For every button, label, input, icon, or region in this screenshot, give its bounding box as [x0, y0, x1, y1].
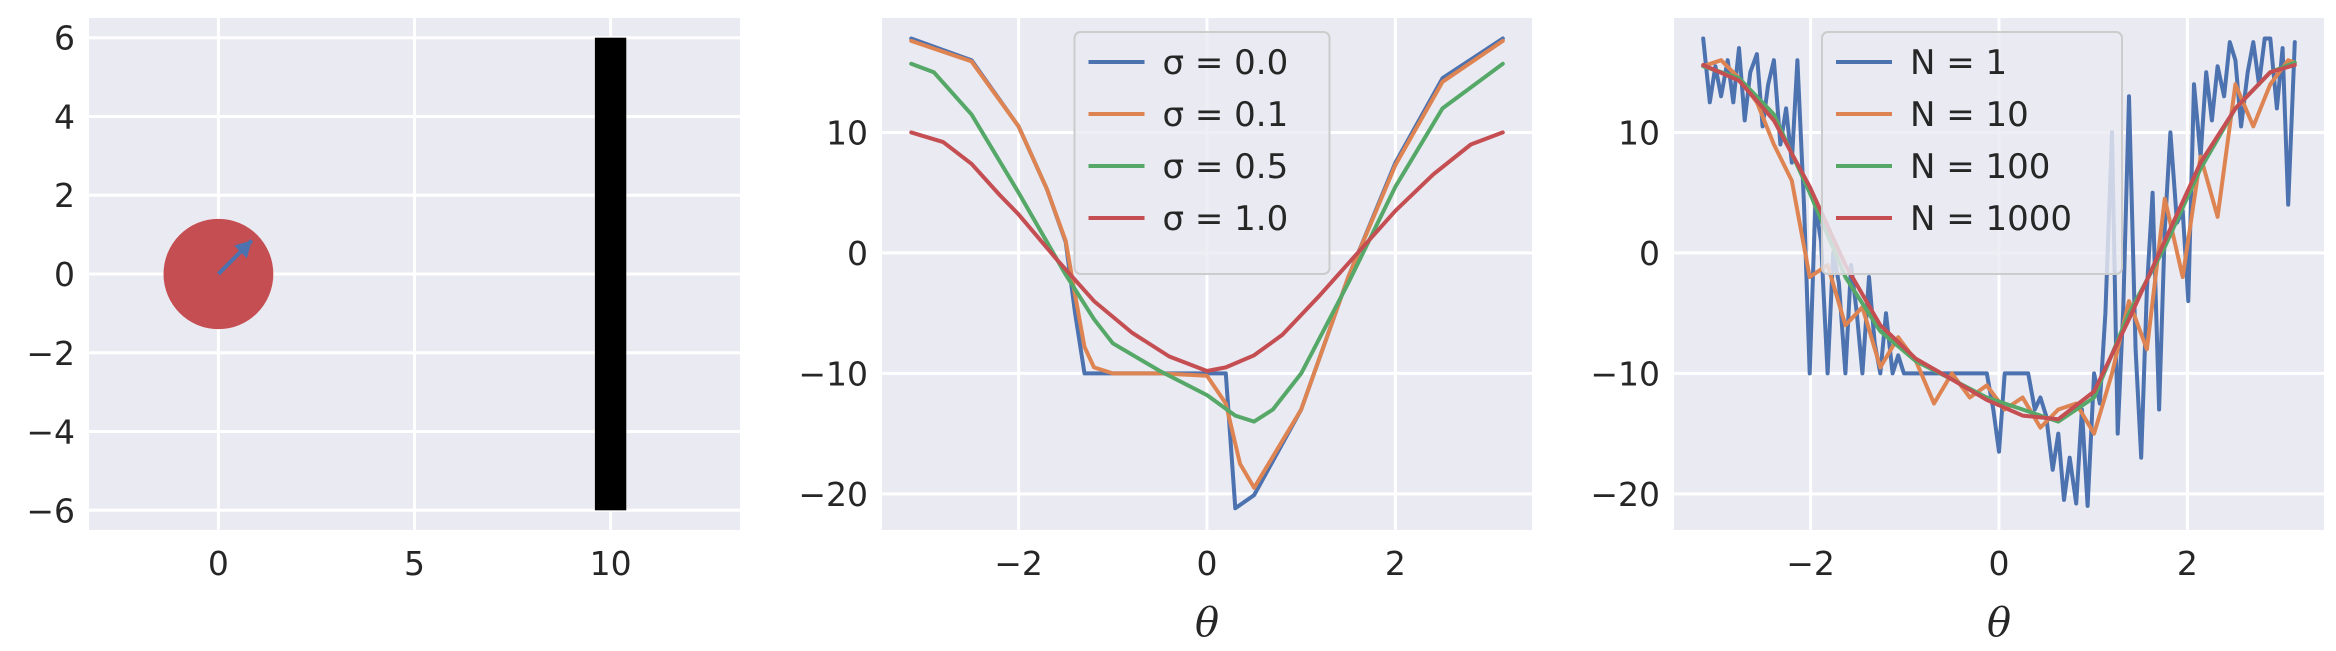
y-tick-label: 0	[54, 255, 75, 294]
series-line-1	[909, 38, 1505, 490]
x-tick-label: 0	[208, 544, 229, 583]
y-tick-label: 10	[826, 113, 868, 152]
y-tick-label: 10	[1618, 113, 1660, 152]
y-tick-label: 0	[1639, 234, 1660, 273]
y-tick-label: 0	[847, 234, 868, 273]
legend-box	[1821, 31, 2123, 275]
legend-label: σ = 0.1	[1163, 95, 1289, 135]
plot-area	[909, 36, 1505, 511]
wall-obstacle	[594, 37, 627, 511]
series-line-3	[1701, 63, 2297, 422]
x-tick-label: −2	[994, 544, 1043, 583]
series-line-0	[1701, 36, 2297, 508]
legend-label: N = 1	[1910, 43, 2007, 83]
y-tick-label: −10	[1590, 354, 1660, 393]
plot-area	[163, 37, 627, 511]
x-tick-label: 2	[1385, 544, 1406, 583]
y-tick-label: 6	[54, 19, 75, 58]
legend-label: σ = 1.0	[1163, 199, 1289, 239]
y-tick-label: −20	[798, 475, 868, 514]
legend-label: N = 100	[1910, 147, 2050, 187]
legend-label: N = 1000	[1910, 199, 2072, 239]
plot-area	[1701, 36, 2297, 508]
legend-box	[1073, 31, 1331, 275]
y-tick-label: −20	[1590, 475, 1660, 514]
x-tick-label: 0	[1989, 544, 2010, 583]
legend-label: σ = 0.0	[1163, 43, 1289, 83]
billiard-scene-panel: 0 5 10 −6 −4 −2 0 2 4 6	[26, 18, 740, 583]
x-tick-label: 10	[590, 544, 632, 583]
y-tick-label: −6	[26, 491, 75, 530]
x-tick-label: 2	[2177, 544, 2198, 583]
x-axis-label: θ	[1987, 600, 2011, 646]
legend-label: N = 10	[1910, 95, 2029, 135]
x-axis-label: θ	[1195, 600, 1219, 646]
y-tick-label: 4	[54, 97, 75, 136]
y-tick-label: −2	[26, 334, 75, 373]
y-tick-label: −4	[26, 413, 75, 452]
y-tick-label: 2	[54, 176, 75, 215]
x-tick-label: 0	[1197, 544, 1218, 583]
x-tick-label: −2	[1786, 544, 1835, 583]
velocity-arrow-head	[234, 240, 252, 259]
series-line-3	[909, 130, 1505, 373]
x-tick-label: 5	[404, 544, 425, 583]
y-tick-label: −10	[798, 354, 868, 393]
series-line-2	[909, 61, 1505, 424]
legend-label: σ = 0.5	[1163, 147, 1289, 187]
